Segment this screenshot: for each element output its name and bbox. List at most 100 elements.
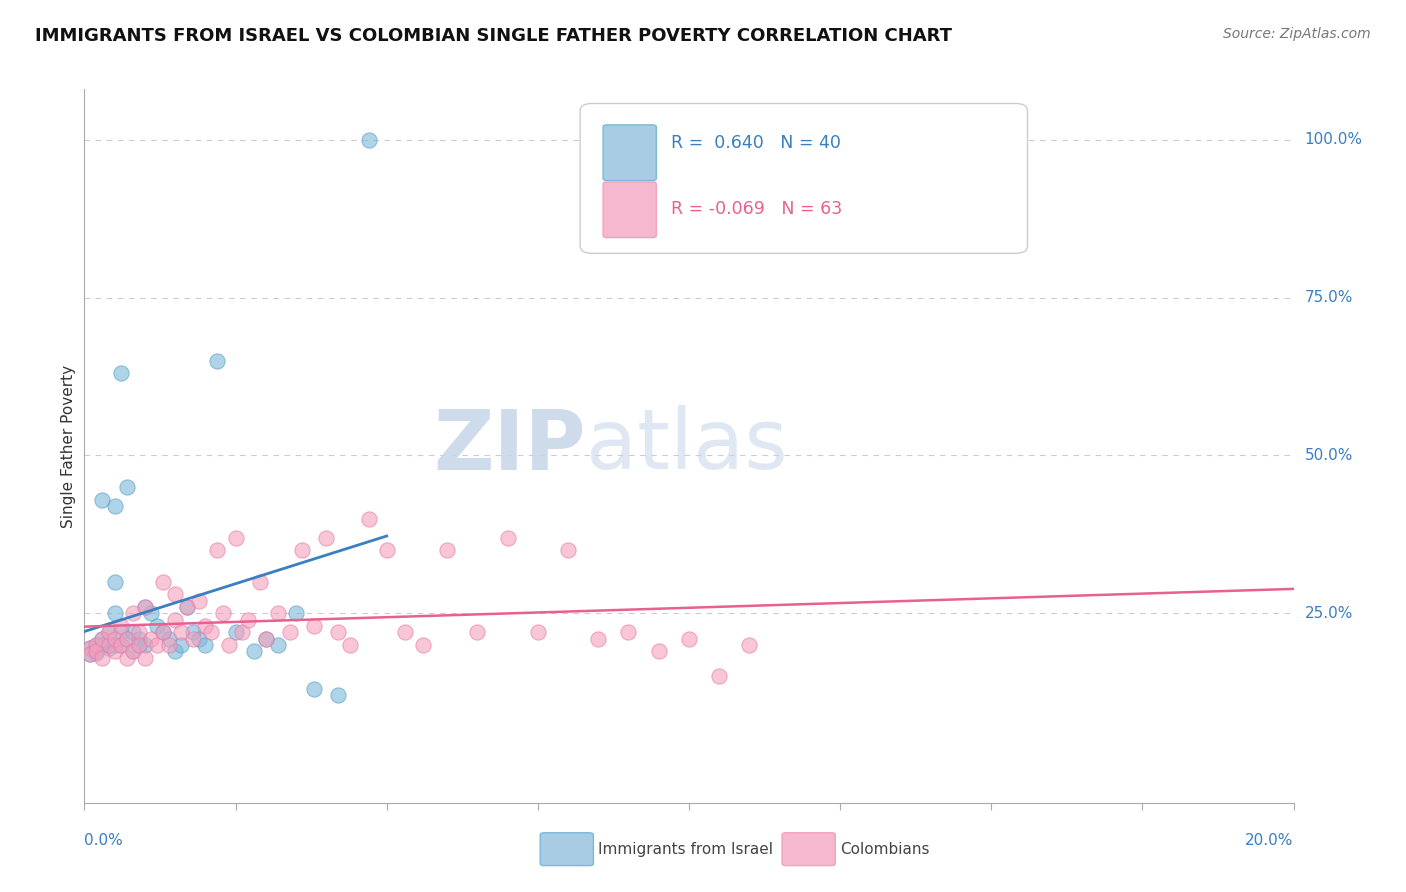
Point <box>170 625 193 640</box>
Point <box>91 632 114 646</box>
Point <box>139 632 162 646</box>
Point <box>181 632 204 646</box>
Point <box>181 625 204 640</box>
Point <box>678 632 700 646</box>
Text: Source: ZipAtlas.com: Source: ZipAtlas.com <box>1223 27 1371 41</box>
Point <box>79 641 101 656</box>
Point <box>86 638 108 652</box>
Point <box>152 574 174 589</box>
Point <box>104 644 127 658</box>
Point <box>104 607 127 621</box>
Point <box>218 638 240 652</box>
Point <box>163 644 186 658</box>
Point <box>110 625 132 640</box>
Y-axis label: Single Father Poverty: Single Father Poverty <box>60 365 76 527</box>
Point <box>91 632 114 646</box>
Point <box>188 632 211 646</box>
Point <box>115 650 138 665</box>
Point <box>128 638 150 652</box>
Point <box>152 625 174 640</box>
Text: 100.0%: 100.0% <box>1305 132 1362 147</box>
Point <box>170 638 193 652</box>
Point <box>110 638 132 652</box>
Point <box>104 574 127 589</box>
Point <box>267 607 290 621</box>
Text: R =  0.640   N = 40: R = 0.640 N = 40 <box>671 134 841 152</box>
Point <box>146 619 169 633</box>
Point <box>357 511 380 525</box>
Point <box>328 625 350 640</box>
Point <box>79 648 101 662</box>
FancyBboxPatch shape <box>540 833 593 865</box>
Point <box>97 641 120 656</box>
Point <box>496 531 519 545</box>
Point <box>249 574 271 589</box>
Text: 0.0%: 0.0% <box>84 833 124 848</box>
Point <box>121 625 143 640</box>
Point <box>176 600 198 615</box>
Point <box>212 607 235 621</box>
Point <box>254 632 277 646</box>
Point <box>134 650 156 665</box>
Point <box>121 644 143 658</box>
Point <box>86 641 108 656</box>
FancyBboxPatch shape <box>603 182 657 237</box>
Point <box>79 648 101 662</box>
Point <box>588 632 610 646</box>
Point <box>163 613 186 627</box>
Point <box>110 619 132 633</box>
Point <box>157 638 180 652</box>
Point <box>134 600 156 615</box>
Text: Immigrants from Israel: Immigrants from Israel <box>599 842 773 856</box>
Point <box>526 625 548 640</box>
Text: 75.0%: 75.0% <box>1305 290 1353 305</box>
Point <box>104 499 127 513</box>
Text: R = -0.069   N = 63: R = -0.069 N = 63 <box>671 200 842 218</box>
Text: ZIP: ZIP <box>433 406 586 486</box>
Text: 20.0%: 20.0% <box>1246 833 1294 848</box>
Point <box>104 638 127 652</box>
Text: Colombians: Colombians <box>841 842 929 856</box>
Point <box>91 638 114 652</box>
Point <box>557 543 579 558</box>
Point <box>115 632 138 646</box>
Point <box>79 641 101 656</box>
Point <box>86 646 108 660</box>
Point <box>194 638 217 652</box>
Point <box>121 607 143 621</box>
Point <box>617 625 640 640</box>
FancyBboxPatch shape <box>782 833 835 865</box>
Point <box>467 625 489 640</box>
Point <box>157 632 180 646</box>
Point <box>134 600 156 615</box>
Point <box>375 543 398 558</box>
Point <box>97 638 120 652</box>
Point <box>146 638 169 652</box>
Point <box>188 593 211 607</box>
Point <box>242 644 264 658</box>
Point <box>357 133 380 147</box>
Point <box>176 600 198 615</box>
Point <box>412 638 434 652</box>
FancyBboxPatch shape <box>603 125 657 180</box>
Point <box>647 644 671 658</box>
Text: 25.0%: 25.0% <box>1305 606 1353 621</box>
Point <box>139 607 162 621</box>
Point <box>104 632 127 646</box>
Text: atlas: atlas <box>586 406 787 486</box>
Point <box>339 638 361 652</box>
Point <box>231 625 253 640</box>
Point <box>134 638 156 652</box>
Point <box>302 619 325 633</box>
Point <box>86 638 108 652</box>
Point <box>738 638 761 652</box>
Point <box>315 531 337 545</box>
Point <box>291 543 314 558</box>
Point <box>163 587 186 601</box>
Text: 50.0%: 50.0% <box>1305 448 1353 463</box>
Point <box>284 607 308 621</box>
Text: IMMIGRANTS FROM ISRAEL VS COLOMBIAN SINGLE FATHER POVERTY CORRELATION CHART: IMMIGRANTS FROM ISRAEL VS COLOMBIAN SING… <box>35 27 952 45</box>
Point <box>97 625 120 640</box>
Point <box>328 689 350 703</box>
Point <box>200 625 222 640</box>
